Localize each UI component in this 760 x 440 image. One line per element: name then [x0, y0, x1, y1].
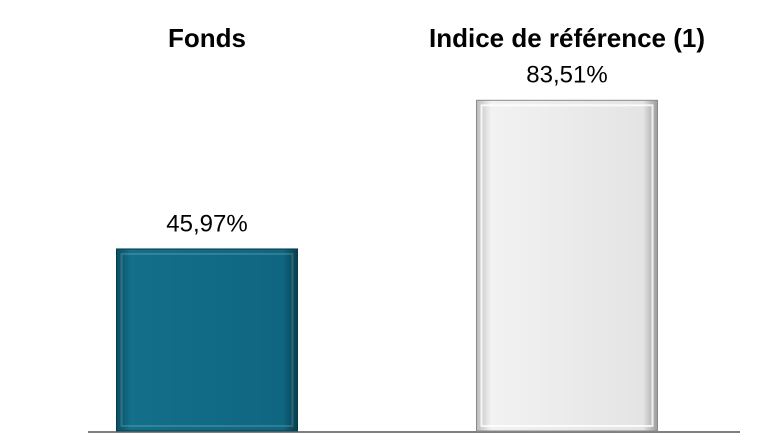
category-label: Indice de référence (1)	[429, 23, 705, 53]
value-label: 45,97%	[166, 210, 247, 237]
bar-bevel	[120, 252, 294, 427]
value-label: 83,51%	[526, 62, 607, 89]
bar-bevel	[480, 104, 654, 427]
bar	[476, 99, 658, 432]
bar	[116, 248, 298, 432]
category-label: Fonds	[168, 23, 246, 53]
